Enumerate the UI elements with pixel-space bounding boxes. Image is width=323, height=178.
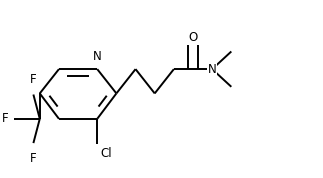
Text: N: N — [93, 51, 101, 64]
Text: O: O — [188, 31, 198, 44]
Text: F: F — [30, 152, 37, 165]
Text: F: F — [30, 73, 37, 86]
Text: Cl: Cl — [100, 146, 112, 159]
Text: F: F — [2, 112, 8, 125]
Text: N: N — [208, 63, 216, 76]
